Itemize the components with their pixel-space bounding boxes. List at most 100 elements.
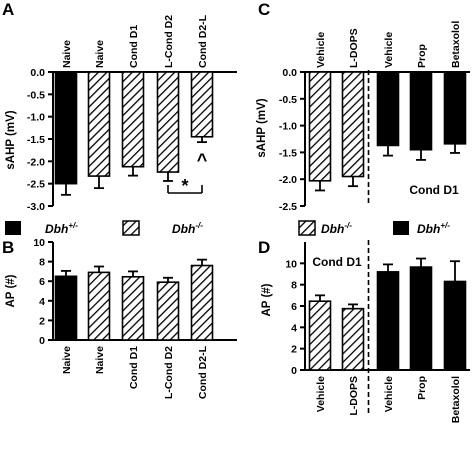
legend-right-hatched-name: Dbh	[321, 222, 344, 236]
panel-d-y-tick-label: 8	[291, 280, 297, 292]
panel-b-bar	[156, 281, 180, 341]
panel-letter-a: A	[2, 0, 14, 19]
panel-b-bar	[54, 275, 78, 341]
panel-b-category-label: L-Cond D2	[163, 346, 175, 399]
panel-a-category-label: Naive	[94, 40, 106, 68]
panel-a-y-tick-label: -1.0	[27, 112, 45, 124]
panel-d-category-label: Vehicle	[383, 376, 395, 412]
panel-a-y-tick-label: -1.5	[27, 134, 45, 146]
panel-c-y-axis-title: sAHP (mV)	[256, 98, 268, 157]
panel-a: A sAHP (mV) 0.0 -0.5 -1.0 -1.5 -2.0 -2.5 -3.0 N…	[2, 0, 237, 213]
panel-d-bar	[409, 266, 433, 371]
legend-left-hatched-genotype: -/-	[195, 221, 203, 230]
legend-left-solid-name: Dbh	[45, 222, 68, 236]
panel-a-bar	[54, 71, 78, 185]
panel-d-bar	[308, 300, 332, 371]
panel-a-category-label: Cond D1	[128, 25, 140, 68]
panel-d-y-tick-label: 2	[291, 344, 297, 356]
panel-a-y-axis-title: sAHP (mV)	[5, 110, 17, 169]
panel-d-category-label: L-DOPS	[348, 376, 360, 416]
panel-b-y-tick-label: 4	[39, 296, 45, 308]
legend-left-hatched-name: Dbh	[172, 222, 195, 236]
panel-c-y-tick-label: -1.0	[279, 121, 297, 133]
panel-c-category-label: Vehicle	[383, 32, 395, 68]
panel-b-y-axis-title: AP (#)	[5, 274, 17, 307]
panel-c-category-label: Prop	[416, 44, 428, 68]
panel-b-bar	[190, 264, 214, 341]
panel-a-significance-caret: ^	[197, 150, 208, 170]
panel-c-y-tick-label: -1.5	[279, 147, 297, 159]
panel-d-category-label: Prop	[416, 376, 428, 400]
panel-d-note: Cond D1	[312, 255, 362, 269]
panel-a-y-tick-label: -0.5	[27, 89, 45, 101]
legend-right-solid-label: Dbh+/-	[417, 221, 450, 236]
panel-b-bar	[87, 271, 111, 341]
panel-letter-b: B	[2, 238, 14, 257]
panel-c-category-label: Betaxolol	[450, 21, 462, 68]
panel-c-category-label: Vehicle	[315, 32, 327, 68]
panel-c-bar	[341, 71, 365, 178]
panel-b-y-tick-label: 0	[39, 335, 45, 347]
legend-right-solid-genotype: +/-	[440, 221, 450, 230]
panel-a-marks: 0.0 -0.5 -1.0 -1.5 -2.0 -2.5 -3.0 Naive Naive Con…	[27, 14, 237, 213]
panel-b-y-tick-label: 6	[39, 276, 45, 288]
panel-d-y-tick-label: 10	[285, 258, 297, 270]
legend-left-solid-swatch	[5, 221, 21, 235]
legend-right: Dbh-/- Dbh+/-	[298, 220, 450, 236]
panel-d-bar	[443, 280, 467, 371]
panel-b-category-label: Naive	[61, 346, 73, 374]
panel-b-y-tick-label: 10	[33, 237, 45, 249]
legend-right-hatched-swatch	[298, 220, 316, 236]
panel-letter-d: D	[258, 238, 270, 257]
panel-c: C sAHP (mV) 0.0 -0.5 -1.0 -1.5 -2.0 -2.5 Vehic…	[256, 0, 470, 213]
panel-a-bar	[190, 71, 214, 138]
legend-left: Dbh+/- Dbh-/-	[5, 220, 203, 236]
panel-d-y-tick-label: 6	[291, 301, 297, 313]
panel-a-bar	[87, 71, 111, 177]
panel-c-y-tick-label: -0.5	[279, 94, 297, 106]
panel-b-category-label: Cond D2-L	[197, 345, 209, 399]
panel-c-y-tick-label: -2.5	[279, 201, 297, 213]
panel-a-category-label: L-Cond D2	[163, 15, 175, 68]
panel-d-category-label: Betaxolol	[450, 376, 462, 423]
panel-d-bar	[341, 307, 365, 371]
panel-b-category-label: Cond D1	[128, 346, 140, 389]
panel-a-y-tick-label: 0.0	[30, 67, 45, 79]
panel-d-y-tick-label: 0	[291, 365, 297, 377]
panel-c-note: Cond D1	[409, 183, 459, 197]
legend-right-hatched-label: Dbh-/-	[321, 221, 352, 236]
legend-right-solid-swatch	[393, 221, 409, 235]
panel-a-y-tick-label: -2.5	[27, 179, 45, 191]
panel-d-marks: 0 2 4 6 8 10 Vehicle L-DOPS Vehicle Prop Betaxolol…	[285, 240, 470, 423]
panel-c-marks: 0.0 -0.5 -1.0 -1.5 -2.0 -2.5 Vehicle L-DOPS Vehi…	[279, 21, 470, 213]
panel-b-marks: 0 2 4 6 8 10 Naive Naive Cond D1 L-Cond D2 Cond D2…	[33, 237, 237, 399]
panel-a-y-tick-label: -2.0	[27, 156, 45, 168]
panel-c-y-tick-label: 0.0	[282, 67, 297, 79]
panel-b-y-tick-label: 2	[39, 315, 45, 327]
panel-c-bar	[308, 71, 332, 182]
panel-d-category-label: Vehicle	[315, 376, 327, 412]
legend-left-solid-genotype: +/-	[68, 221, 78, 230]
panel-c-bar	[443, 71, 467, 145]
panel-a-y-tick-label: -3.0	[27, 201, 45, 213]
panel-c-category-label: L-DOPS	[348, 28, 360, 68]
panel-a-category-label: Cond D2-L	[197, 14, 209, 68]
panel-b-bar	[121, 275, 145, 341]
panel-d-y-axis-title: AP (#)	[261, 283, 273, 316]
panel-a-bar	[156, 71, 180, 173]
panel-d-y-tick-label: 4	[291, 322, 297, 334]
panel-letter-c: C	[258, 0, 270, 19]
legend-right-solid-name: Dbh	[417, 222, 440, 236]
legend-right-hatched-genotype: -/-	[344, 221, 352, 230]
panel-c-bar	[376, 71, 400, 147]
panel-b-y-tick-label: 8	[39, 257, 45, 269]
panel-b: B AP (#) 0 2 4 6 8 10 Naive Naive Cond D1 L-Cond …	[2, 237, 237, 399]
legend-left-solid-label: Dbh+/-	[45, 221, 78, 236]
panel-a-category-label: Naive	[61, 40, 73, 68]
panel-c-y-tick-label: -2.0	[279, 174, 297, 186]
panel-c-bar	[409, 71, 433, 151]
panel-d: D AP (#) 0 2 4 6 8 10 Vehicle L-DOPS Vehicle Prop…	[258, 238, 470, 423]
legend-left-hatched-label: Dbh-/-	[172, 221, 203, 236]
panel-a-significance-star: *	[181, 176, 188, 196]
